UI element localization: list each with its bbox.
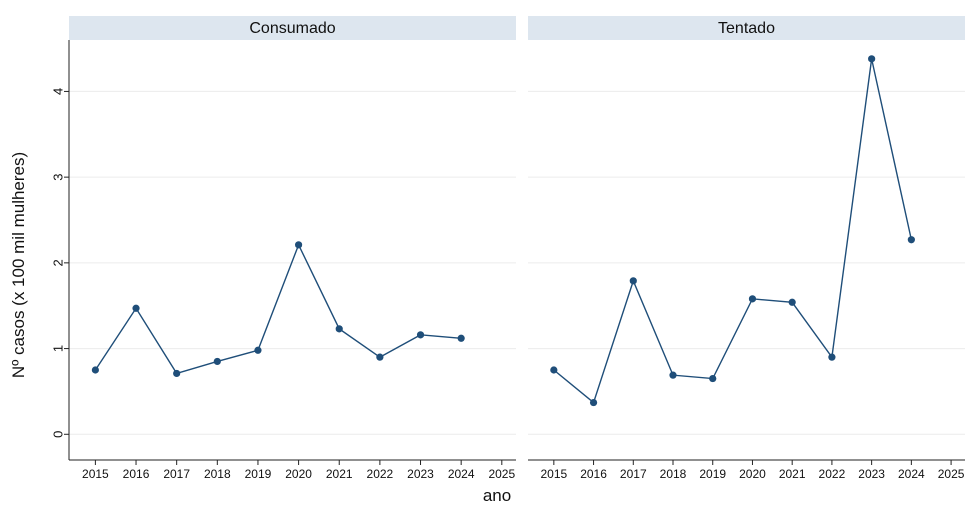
x-tick-label: 2024 — [898, 467, 925, 481]
y-tick-label: 1 — [51, 345, 66, 352]
data-point — [376, 353, 384, 361]
y-tick-label: 4 — [51, 88, 66, 95]
data-point — [254, 346, 262, 354]
x-axis-title: ano — [483, 486, 511, 505]
data-point — [416, 331, 425, 339]
y-tick-label: 0 — [51, 431, 66, 438]
x-tick-label: 2017 — [620, 467, 647, 481]
series-line — [553, 58, 913, 404]
x-tick-label: 2018 — [204, 467, 231, 481]
x-tick-label: 2015 — [540, 467, 567, 481]
panel-consumado: Consumado 2015 2016 2017 2018 2019 2020 2021 202… — [69, 16, 516, 481]
panels-layer: Consumado 2015 2016 2017 2018 2019 2020 2021 202… — [69, 16, 965, 481]
x-tick-label: 2025 — [488, 467, 515, 481]
x-tick-label: 2022 — [367, 467, 394, 481]
panel-title: Consumado — [249, 20, 335, 37]
y-axis-title: Nº casos (x 100 mil mulheres) — [9, 152, 28, 378]
data-point — [91, 366, 99, 374]
series-line — [94, 243, 462, 375]
x-tick-label: 2016 — [123, 467, 150, 481]
data-point — [335, 325, 343, 333]
x-tick-label: 2024 — [448, 467, 475, 481]
data-point — [868, 55, 876, 63]
data-point — [294, 241, 303, 249]
x-tick-label: 2021 — [326, 467, 353, 481]
panel-tentado: Tentado 2015 2016 2017 2018 2019 2020 2021 2022 2… — [528, 16, 965, 481]
panel-strip — [69, 16, 516, 40]
data-point — [550, 366, 558, 374]
data-point — [748, 295, 757, 303]
x-tick-label: 2025 — [938, 467, 965, 481]
y-axis: 0 1 2 3 4 — [51, 40, 70, 460]
x-tick-label: 2016 — [580, 467, 607, 481]
data-point — [629, 277, 637, 285]
x-tick-label: 2020 — [285, 467, 312, 481]
x-tick-label: 2015 — [82, 467, 109, 481]
x-tick-label: 2022 — [819, 467, 846, 481]
x-tick-label: 2018 — [660, 467, 687, 481]
panel-title: Tentado — [718, 20, 775, 37]
x-tick-label: 2019 — [699, 467, 726, 481]
data-point — [709, 374, 717, 383]
data-point — [828, 353, 836, 361]
y-tick-label: 3 — [51, 174, 66, 181]
x-tick-label: 2021 — [779, 467, 806, 481]
y-tick-label: 2 — [51, 259, 66, 266]
data-point — [132, 304, 140, 312]
data-point — [788, 298, 796, 306]
data-point — [669, 371, 677, 379]
x-tick-label: 2020 — [739, 467, 766, 481]
x-tick-label: 2019 — [245, 467, 272, 481]
data-point — [213, 357, 221, 366]
x-tick-label: 2023 — [858, 467, 885, 481]
data-point — [589, 398, 598, 407]
data-point — [457, 334, 465, 342]
data-point — [907, 236, 915, 244]
x-tick-label: 2023 — [407, 467, 434, 481]
x-tick-label: 2017 — [163, 467, 190, 481]
panel-strip — [528, 16, 965, 40]
data-point — [173, 369, 181, 378]
